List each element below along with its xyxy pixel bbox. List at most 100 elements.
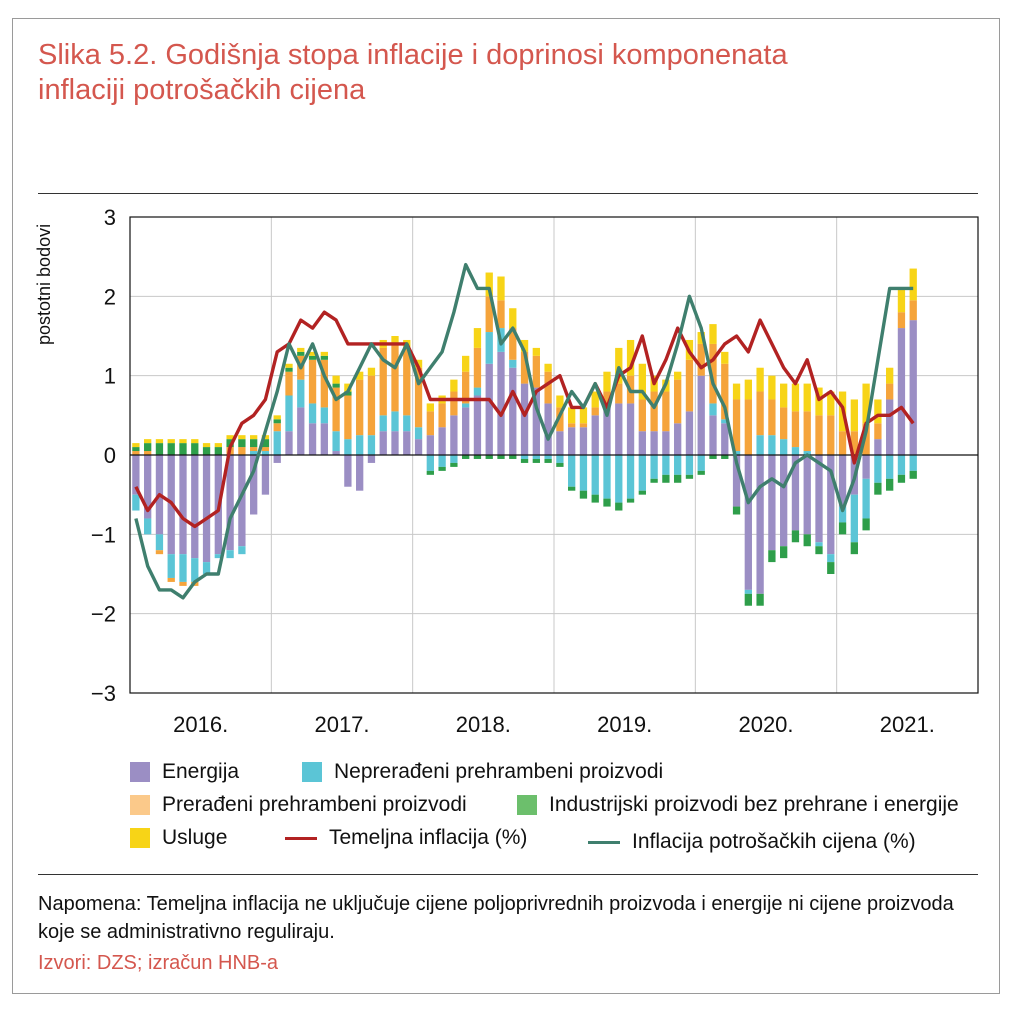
bar-unprocessed: [297, 379, 305, 408]
bar-energy: [485, 363, 493, 455]
bar-energy: [768, 455, 776, 551]
bar-unprocessed: [509, 359, 517, 368]
bottom-rule: [38, 874, 978, 875]
bar-processed: [874, 423, 882, 440]
bar-processed: [497, 300, 505, 329]
legend-services: Usluge: [130, 826, 227, 850]
legend-label-processed: Prerađeni prehrambeni proizvodi: [162, 793, 467, 816]
bar-unprocessed: [638, 455, 646, 491]
bar-processed: [250, 447, 258, 452]
y-tick-label: 3: [104, 205, 116, 230]
bar-processed: [179, 581, 187, 586]
bar-energy: [450, 415, 458, 455]
bar-services: [202, 443, 211, 448]
bar-unprocessed: [379, 415, 387, 432]
bar-services: [638, 363, 646, 400]
bar-processed: [674, 379, 682, 424]
legend-label-cpi: Inflacija potrošačkih cijena (%): [632, 830, 916, 853]
bar-processed: [320, 359, 328, 408]
bar-energy: [827, 455, 835, 555]
bar-processed: [544, 371, 552, 404]
x-tick-label: 2020.: [738, 712, 793, 737]
bar-services: [897, 288, 906, 313]
bar-industrial: [226, 439, 234, 448]
bar-processed: [803, 411, 811, 452]
bar-processed: [791, 411, 800, 448]
bar-services: [791, 383, 800, 412]
bar-unprocessed: [626, 455, 635, 499]
bar-services: [874, 399, 882, 424]
bar-energy: [308, 423, 317, 455]
bar-energy: [462, 407, 470, 455]
bar-industrial: [308, 355, 317, 360]
plot-border: [129, 216, 979, 694]
bar-services: [285, 363, 293, 368]
bar-industrial: [167, 443, 175, 455]
bar-services: [320, 351, 328, 356]
bar-industrial: [862, 518, 870, 531]
bar-services: [132, 443, 140, 448]
bar-processed: [438, 403, 446, 428]
bar-processed: [650, 391, 658, 432]
bar-unprocessed: [426, 455, 434, 471]
bar-unprocessed: [320, 407, 328, 424]
bar-services: [862, 383, 870, 424]
bar-unprocessed: [403, 415, 411, 432]
bar-energy: [886, 399, 894, 455]
bar-industrial: [838, 522, 847, 535]
bar-unprocessed: [485, 332, 493, 364]
legend-line-cpi: [588, 840, 620, 844]
bar-energy: [379, 431, 387, 455]
bar-industrial: [497, 455, 505, 459]
bar-industrial: [191, 443, 199, 455]
x-tick-label: 2018.: [456, 712, 511, 737]
bar-processed: [379, 347, 387, 416]
x-tick-label: 2021.: [880, 712, 935, 737]
bar-services: [191, 439, 199, 444]
bar-services: [568, 407, 576, 424]
bar-industrial: [768, 550, 776, 563]
bar-energy: [744, 455, 752, 590]
bar-processed: [815, 415, 823, 455]
bar-industrial: [579, 490, 588, 499]
bar-processed: [721, 363, 729, 420]
bar-unprocessed: [862, 478, 870, 519]
bar-unprocessed: [874, 455, 882, 483]
bar-services: [261, 435, 270, 440]
bar-industrial: [874, 482, 882, 495]
bar-processed: [732, 399, 741, 452]
bar-processed: [603, 391, 611, 408]
bar-industrial: [603, 498, 611, 507]
bar-processed: [780, 407, 788, 440]
y-tick-label: −3: [91, 681, 116, 706]
bar-energy: [579, 427, 588, 455]
bar-industrial: [485, 455, 493, 459]
bar-energy: [191, 455, 199, 559]
bar-unprocessed: [308, 403, 317, 424]
bar-services: [579, 407, 588, 424]
bar-energy: [273, 455, 281, 463]
bar-services: [850, 399, 858, 432]
bar-industrial: [250, 439, 258, 448]
bar-services: [356, 371, 364, 380]
bar-processed: [473, 347, 482, 388]
bar-services: [426, 403, 434, 412]
bar-services: [803, 383, 811, 412]
bar-unprocessed: [520, 455, 529, 459]
bar-services: [544, 363, 552, 372]
bar-energy: [874, 439, 882, 455]
bar-energy: [473, 395, 482, 455]
bar-energy: [815, 455, 823, 543]
bar-energy: [732, 455, 741, 507]
bar-services: [214, 443, 222, 448]
bar-energy: [544, 403, 552, 455]
bar-processed: [332, 387, 340, 432]
bar-unprocessed: [721, 419, 729, 424]
bar-industrial: [556, 462, 564, 467]
bar-industrial: [732, 506, 741, 515]
bar-energy: [756, 455, 764, 594]
bar-energy: [862, 455, 870, 479]
bar-unprocessed: [238, 546, 246, 555]
y-tick-label: 0: [104, 443, 116, 468]
bar-services: [226, 435, 234, 440]
